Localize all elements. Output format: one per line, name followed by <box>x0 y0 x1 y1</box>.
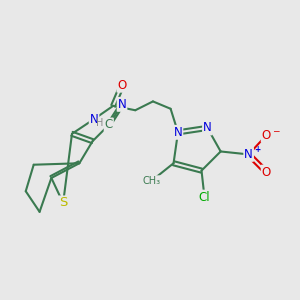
Text: Cl: Cl <box>199 190 210 204</box>
Text: H: H <box>96 118 103 128</box>
Text: CH₃: CH₃ <box>142 176 160 186</box>
Text: C: C <box>105 118 113 131</box>
Text: +: + <box>254 145 260 154</box>
Text: S: S <box>59 196 67 209</box>
Text: O: O <box>262 166 271 178</box>
Text: N: N <box>90 112 98 126</box>
Text: −: − <box>272 126 280 135</box>
Text: N: N <box>174 126 182 139</box>
Text: N: N <box>244 148 253 161</box>
Text: N: N <box>118 98 126 111</box>
Text: O: O <box>117 79 127 92</box>
Text: N: N <box>203 122 212 134</box>
Text: O: O <box>262 129 271 142</box>
